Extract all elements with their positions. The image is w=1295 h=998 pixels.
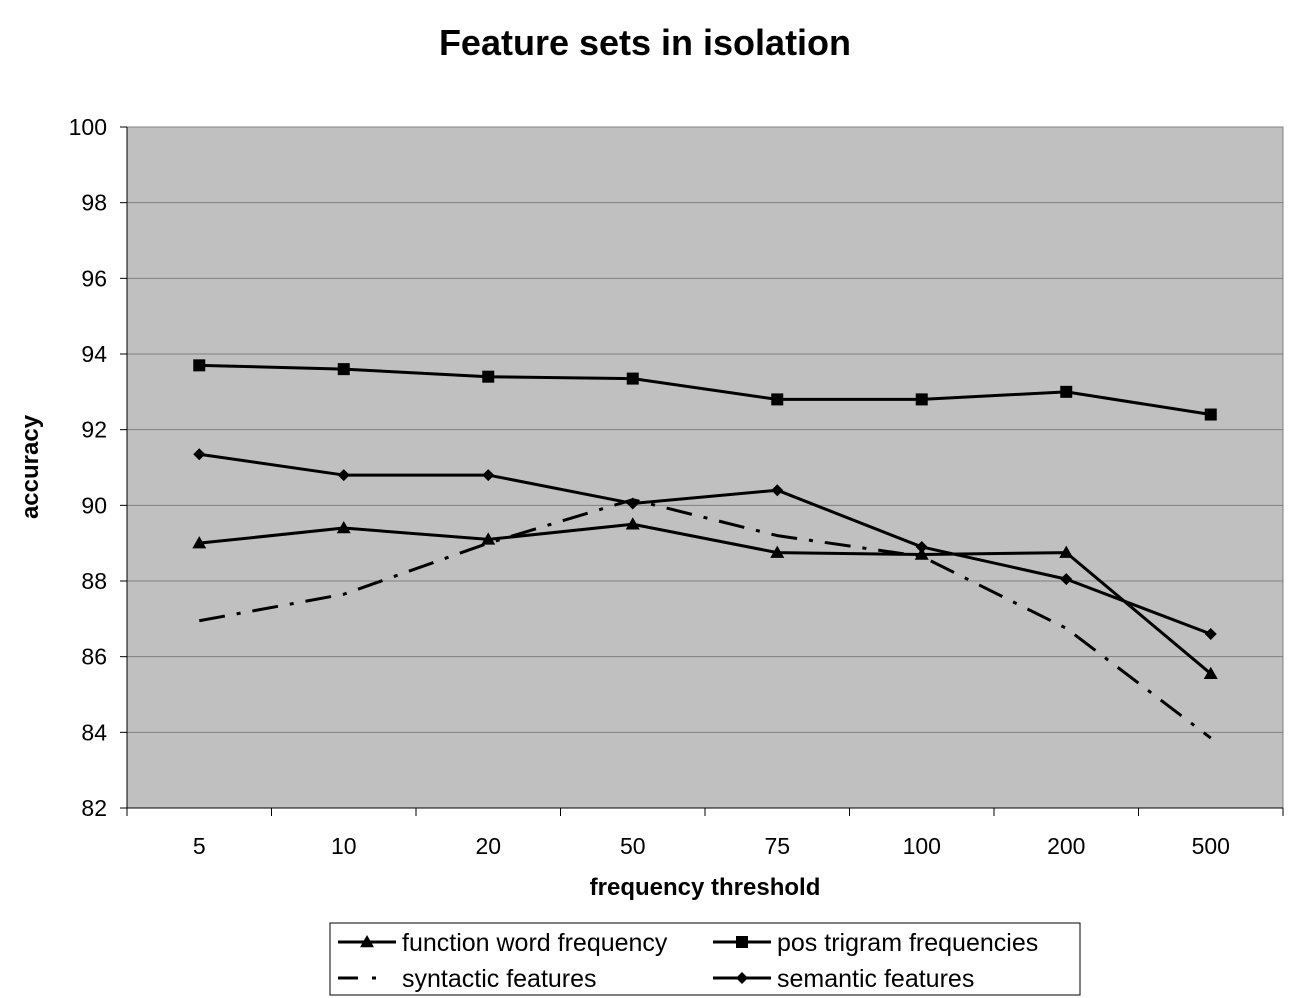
x-tick-label: 20 [475, 833, 501, 859]
data-point [193, 359, 206, 372]
series-line [198, 498, 1212, 740]
x-tick-label: 500 [1192, 833, 1230, 859]
series-3 [193, 448, 1217, 640]
legend-item: function word frequency [338, 929, 668, 957]
axes: 82 84 86 88 90 92 94 96 98 100 5 10 20 50 75 100 200 500 [69, 114, 1284, 859]
plot-area [126, 126, 1284, 809]
y-tick-label: 92 [81, 417, 107, 443]
legend-item: semantic features [713, 965, 974, 993]
data-point [482, 469, 495, 482]
data-point [1204, 627, 1217, 640]
y-tick-label: 86 [81, 644, 107, 670]
legend-label: function word frequency [402, 929, 668, 957]
data-point [1059, 545, 1074, 558]
series-line [199, 363, 1211, 417]
data-point [336, 521, 351, 534]
y-tick-label: 88 [81, 568, 107, 594]
series-line [199, 522, 1212, 675]
y-tick-label: 90 [81, 492, 107, 518]
legend-box [329, 922, 1081, 996]
x-tick-label: 200 [1047, 833, 1085, 859]
y-tick-label: 96 [81, 265, 107, 291]
legend-label: syntactic features [402, 965, 597, 993]
y-tick-label: 82 [81, 795, 107, 821]
x-tick-label: 100 [903, 833, 941, 859]
data-point [1060, 573, 1073, 586]
data-point [626, 497, 639, 510]
data-point [193, 448, 206, 461]
data-point [481, 532, 496, 545]
series-2 [198, 498, 1212, 740]
data-point [626, 372, 639, 385]
x-tick-label: 10 [331, 833, 357, 859]
legend-label: pos trigram frequencies [777, 929, 1038, 957]
data-point [1060, 385, 1073, 398]
data-point [915, 393, 928, 406]
data-point [1204, 408, 1217, 421]
data-point [192, 536, 207, 549]
y-axis-label: accuracy [17, 414, 44, 519]
legend-marker [736, 936, 748, 948]
x-tick-label: 5 [193, 833, 206, 859]
legend-marker [360, 935, 374, 948]
data-point [482, 370, 495, 383]
y-tick-label: 84 [81, 719, 107, 745]
y-tick-label: 94 [81, 341, 107, 367]
chart-title: Feature sets in isolation [439, 22, 851, 63]
legend-label: semantic features [777, 965, 974, 993]
gridlines [127, 126, 1283, 733]
data-point [625, 517, 640, 530]
data-point [337, 469, 350, 482]
legend-marker [736, 972, 748, 984]
data-point [1203, 666, 1218, 679]
data-point [337, 363, 350, 376]
data-point [770, 545, 785, 558]
data-point [915, 540, 928, 553]
legend: function word frequency pos trigram frequ… [329, 922, 1081, 996]
y-tick-label: 98 [81, 190, 107, 216]
x-tick-label: 75 [764, 833, 790, 859]
x-axis-label: frequency threshold [590, 874, 821, 901]
x-tick-label: 50 [620, 833, 646, 859]
data-point [771, 484, 784, 497]
legend-item: syntactic features [338, 965, 597, 993]
y-tick-label: 100 [69, 114, 107, 140]
series-lines [192, 359, 1218, 740]
data-point [771, 393, 784, 406]
series-line [199, 452, 1212, 636]
series-1 [193, 359, 1217, 421]
legend-item: pos trigram frequencies [713, 929, 1038, 957]
